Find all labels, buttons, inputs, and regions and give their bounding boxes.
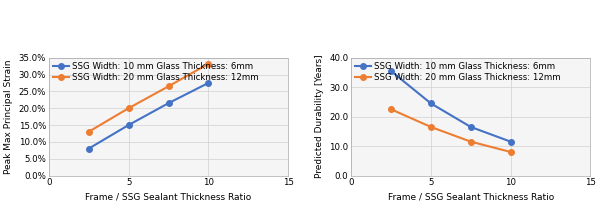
SSG Width: 20 mm Glass Thickness: 12mm: (5, 16.5): 20 mm Glass Thickness: 12mm: (5, 16.5) xyxy=(427,126,434,128)
Line: SSG Width: 20 mm Glass Thickness: 12mm: SSG Width: 20 mm Glass Thickness: 12mm xyxy=(388,107,514,155)
SSG Width: 10 mm Glass Thickness: 6mm: (10, 11.5): 10 mm Glass Thickness: 6mm: (10, 11.5) xyxy=(507,140,514,143)
Line: SSG Width: 20 mm Glass Thickness: 12mm: SSG Width: 20 mm Glass Thickness: 12mm xyxy=(86,61,211,135)
SSG Width: 20 mm Glass Thickness: 12mm: (5, 0.2): 20 mm Glass Thickness: 12mm: (5, 0.2) xyxy=(125,107,132,109)
X-axis label: Frame / SSG Sealant Thickness Ratio: Frame / SSG Sealant Thickness Ratio xyxy=(85,193,251,202)
Legend: SSG Width: 10 mm Glass Thickness: 6mm, SSG Width: 20 mm Glass Thickness: 12mm: SSG Width: 10 mm Glass Thickness: 6mm, S… xyxy=(53,62,259,82)
SSG Width: 10 mm Glass Thickness: 6mm: (2.5, 0.08): 10 mm Glass Thickness: 6mm: (2.5, 0.08) xyxy=(85,147,92,150)
X-axis label: Frame / SSG Sealant Thickness Ratio: Frame / SSG Sealant Thickness Ratio xyxy=(388,193,554,202)
SSG Width: 10 mm Glass Thickness: 6mm: (10, 0.275): 10 mm Glass Thickness: 6mm: (10, 0.275) xyxy=(205,82,212,84)
SSG Width: 20 mm Glass Thickness: 12mm: (10, 8): 20 mm Glass Thickness: 12mm: (10, 8) xyxy=(507,151,514,153)
SSG Width: 10 mm Glass Thickness: 6mm: (2.5, 35.5): 10 mm Glass Thickness: 6mm: (2.5, 35.5) xyxy=(387,70,394,72)
Y-axis label: Predicted Durability [Years]: Predicted Durability [Years] xyxy=(314,55,323,178)
SSG Width: 20 mm Glass Thickness: 12mm: (2.5, 22.5): 20 mm Glass Thickness: 12mm: (2.5, 22.5) xyxy=(387,108,394,110)
SSG Width: 20 mm Glass Thickness: 12mm: (2.5, 0.13): 20 mm Glass Thickness: 12mm: (2.5, 0.13) xyxy=(85,131,92,133)
SSG Width: 20 mm Glass Thickness: 12mm: (7.5, 0.265): 20 mm Glass Thickness: 12mm: (7.5, 0.265… xyxy=(165,85,172,88)
Line: SSG Width: 10 mm Glass Thickness: 6mm: SSG Width: 10 mm Glass Thickness: 6mm xyxy=(388,68,514,144)
SSG Width: 10 mm Glass Thickness: 6mm: (7.5, 16.5): 10 mm Glass Thickness: 6mm: (7.5, 16.5) xyxy=(467,126,474,128)
SSG Width: 10 mm Glass Thickness: 6mm: (5, 0.15): 10 mm Glass Thickness: 6mm: (5, 0.15) xyxy=(125,124,132,126)
Legend: SSG Width: 10 mm Glass Thickness: 6mm, SSG Width: 20 mm Glass Thickness: 12mm: SSG Width: 10 mm Glass Thickness: 6mm, S… xyxy=(355,62,561,82)
SSG Width: 20 mm Glass Thickness: 12mm: (10, 0.332): 20 mm Glass Thickness: 12mm: (10, 0.332) xyxy=(205,62,212,65)
SSG Width: 10 mm Glass Thickness: 6mm: (7.5, 0.215): 10 mm Glass Thickness: 6mm: (7.5, 0.215) xyxy=(165,102,172,104)
SSG Width: 10 mm Glass Thickness: 6mm: (5, 24.5): 10 mm Glass Thickness: 6mm: (5, 24.5) xyxy=(427,102,434,105)
SSG Width: 20 mm Glass Thickness: 12mm: (7.5, 11.5): 20 mm Glass Thickness: 12mm: (7.5, 11.5) xyxy=(467,140,474,143)
Line: SSG Width: 10 mm Glass Thickness: 6mm: SSG Width: 10 mm Glass Thickness: 6mm xyxy=(86,80,211,151)
Y-axis label: Peak Max Principal Strain: Peak Max Principal Strain xyxy=(4,59,13,174)
